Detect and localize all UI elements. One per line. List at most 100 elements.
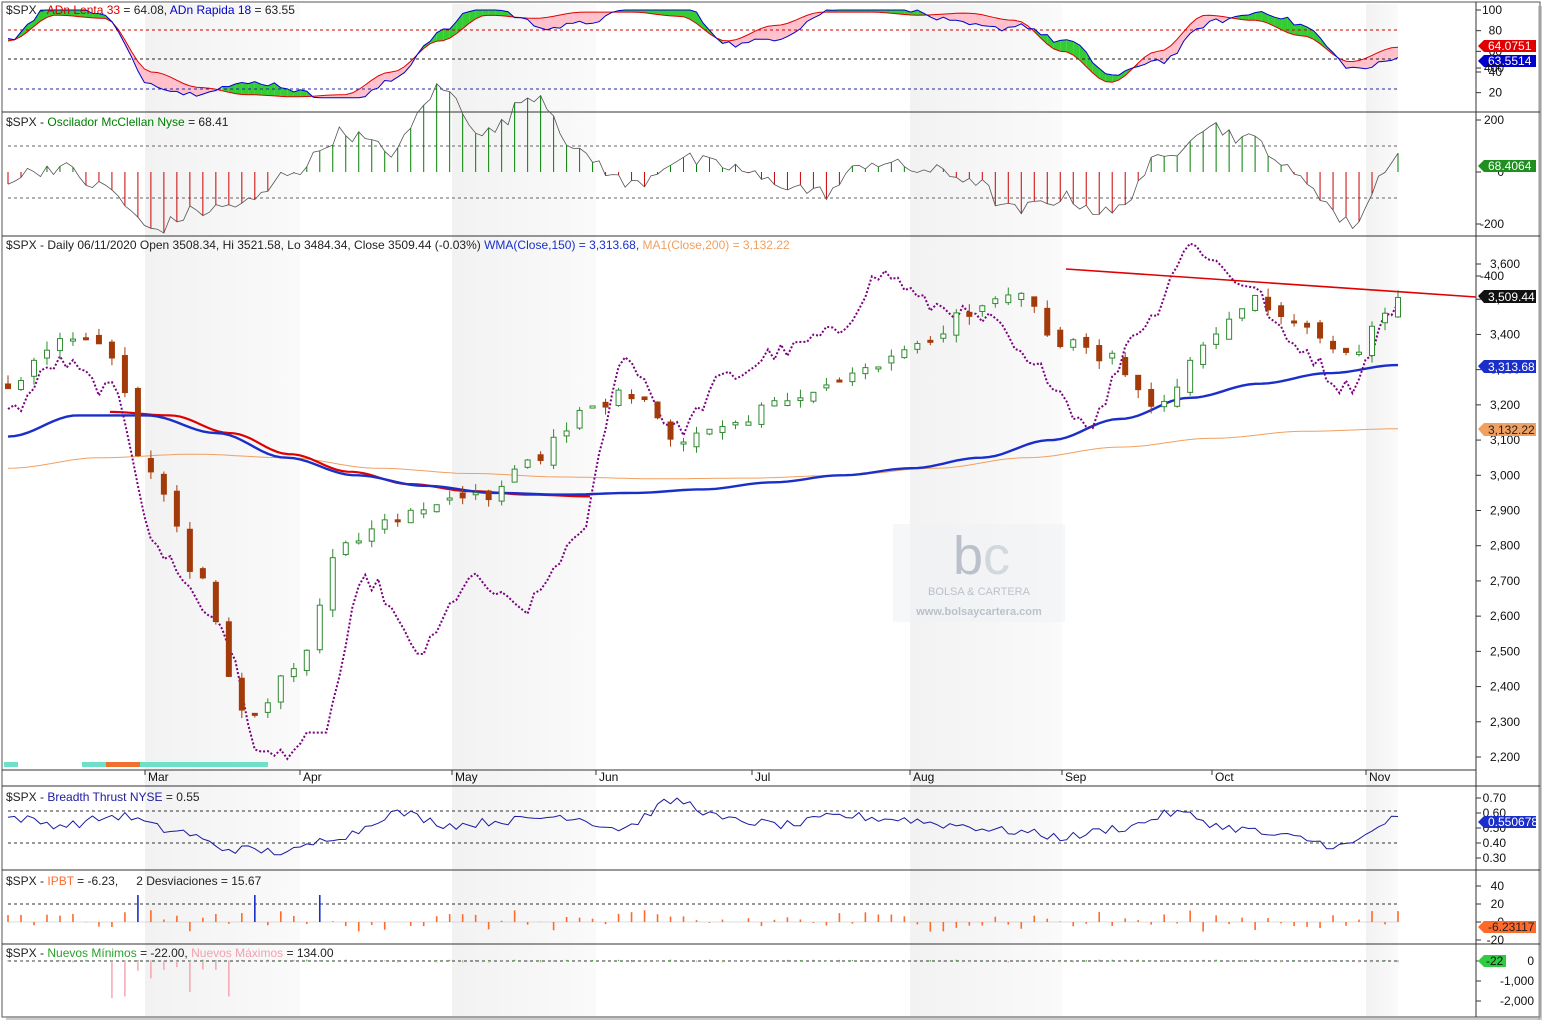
candle-body (17, 379, 24, 390)
ipbt-bars (7, 895, 1399, 932)
adn-fill-segment (280, 87, 288, 97)
candle-body (1135, 374, 1142, 391)
signal-strip (106, 762, 140, 767)
candle-body (888, 355, 895, 364)
adn-fill-segment (677, 10, 684, 17)
price-tick-label: 3,600 (1490, 257, 1520, 271)
candle-body (1018, 292, 1025, 301)
candle-body (823, 384, 830, 389)
price-tick-label: 2,300 (1490, 715, 1520, 729)
adn-fill-segment (891, 10, 898, 14)
month-label: Apr (303, 770, 322, 784)
adn-fill-segment (254, 81, 262, 96)
adn-fill-segment (1385, 47, 1392, 62)
adn-fill-segment (261, 84, 268, 96)
adn-fill-segment (664, 10, 671, 16)
adn-fill-segment (339, 94, 346, 98)
candle-body (862, 367, 869, 375)
adn-fill-segment (774, 25, 781, 41)
adn-lenta-tag: 64.0751 (1478, 39, 1536, 53)
ipbt-tag: -6.23117 (1478, 920, 1536, 934)
candle-body (381, 519, 388, 530)
candle-body (719, 426, 726, 433)
month-label: Sep (1065, 770, 1087, 784)
adn-fill-segment (780, 23, 788, 40)
adn-fill-segment (1177, 31, 1184, 54)
adn-fill-segment (98, 13, 106, 19)
candle-body (992, 298, 999, 305)
adn-fill-segment (703, 23, 710, 34)
candle-body (173, 490, 180, 527)
adn-fill-segment (1060, 39, 1067, 52)
breadth-header: $SPX - Breadth Thrust NYSE = 0.55 (6, 790, 200, 804)
candle-body (82, 337, 89, 341)
adn-fill-segment (1352, 60, 1359, 68)
adn-fill-segment (1274, 17, 1282, 30)
minmax-header: $SPX - Nuevos Mínimos = -22.00, Nuevos M… (6, 946, 334, 960)
candle-body (1382, 312, 1389, 324)
candle-body (1317, 322, 1324, 339)
adn-rapida-line (7, 9, 1399, 99)
adn-fill-segment (469, 10, 476, 24)
adn-fill-segment (845, 10, 853, 13)
candle-body (680, 441, 687, 445)
candle-body (1213, 333, 1220, 345)
candle-body (1343, 347, 1350, 353)
candle-body (745, 421, 752, 426)
adn-fill-segment (241, 82, 249, 95)
adn-fill-segment (566, 12, 574, 24)
price-panel: $SPX - Daily 06/11/2020 Open 3508.34, Hi… (4, 238, 1536, 784)
mcclellan-tick-label: 400 (1484, 61, 1504, 75)
adn-fill-segment (1053, 40, 1061, 52)
watermark-c: c (983, 526, 1010, 586)
adn-fill-segment (1242, 15, 1249, 21)
price-tick-label: 2,700 (1490, 574, 1520, 588)
adn-fill-segment (274, 82, 281, 97)
candle-body (667, 421, 674, 440)
minmax-axis: 0 -1,000 -2,000 (1476, 954, 1534, 1008)
price-tick-label: 3,400 (1490, 327, 1520, 341)
candle-body (238, 677, 245, 711)
candle-body (1304, 322, 1311, 328)
adn-fill-segment (1092, 62, 1100, 79)
candle-body (1122, 356, 1129, 376)
price-tick-label: 3,000 (1490, 468, 1520, 482)
candle-body (199, 568, 206, 579)
price-tick-label: 2,800 (1490, 539, 1520, 553)
new-highs-lows-panel: $SPX - Nuevos Mínimos = -22.00, Nuevos M… (6, 946, 1534, 1008)
adn-fill-segment (897, 10, 905, 15)
month-shading (145, 4, 1398, 1016)
signal-strip (4, 762, 18, 767)
adn-fill-segment (1203, 15, 1210, 28)
minmax-tick-label: -1,000 (1500, 974, 1534, 988)
breadth-tick-label: 0.40 (1483, 836, 1507, 850)
candle-body (524, 459, 531, 468)
candle-body (433, 504, 440, 513)
candle-body (576, 409, 583, 429)
adn-header: $SPX - ADn Lenta 33 = 64.08, ADn Rapida … (6, 3, 295, 17)
candle-body (966, 311, 973, 317)
adn-tick-label: 100 (1482, 3, 1502, 17)
watermark-b: b (953, 526, 983, 586)
adn-fill-segment (170, 77, 177, 92)
adn-fill-segment (300, 89, 307, 97)
adn-fill-segment (910, 10, 918, 16)
ipbt-tick-label: 20 (1491, 897, 1505, 911)
candle-body (1356, 351, 1363, 355)
candle-body (290, 668, 297, 678)
adn-fill-segment (501, 10, 509, 17)
candle-body (30, 359, 37, 377)
candle-body (1278, 305, 1285, 317)
adn-fill-segment (176, 80, 184, 95)
adn-fill-segment (813, 12, 820, 18)
candle-body (56, 338, 63, 352)
adn-fill-segment (183, 83, 190, 95)
candle-body (940, 333, 947, 339)
adn-fill-segment (975, 13, 983, 26)
signal-strip (82, 762, 106, 767)
candle-body (134, 387, 141, 457)
trend-line[interactable] (1065, 268, 1477, 298)
candle-body (1096, 345, 1103, 362)
adn-fill-segment (904, 10, 911, 15)
